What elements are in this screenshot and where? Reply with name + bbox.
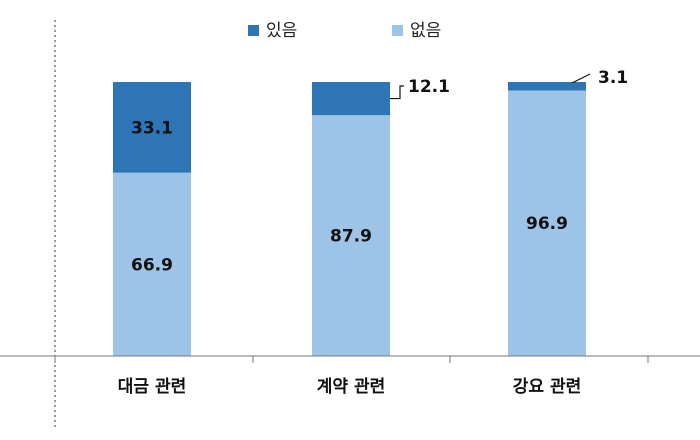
bar-segment-있음-0: [113, 82, 191, 173]
bar-segment-있음-2: [508, 82, 586, 91]
labels-layer: 66.9 33.1 대금 관련 87.9 12.1 계약 관련 96.9 3.1 강요 관련: [118, 68, 628, 397]
legend-swatch-1: [392, 25, 403, 36]
data-label-없음-2: 96.9: [526, 214, 568, 234]
data-label-없음-0: 66.9: [131, 255, 173, 275]
legend: 있음 없음: [248, 21, 441, 41]
x-tick-label-1: 계약 관련: [317, 376, 385, 397]
data-label-없음-1: 87.9: [330, 227, 372, 247]
leader-line-있음-2: [571, 73, 591, 84]
data-label-있음-1: 12.1: [408, 77, 450, 97]
x-tick-marks: [54, 356, 649, 363]
bar-segment-없음-1: [312, 115, 390, 357]
bar-segment-없음-2: [508, 90, 586, 356]
bars-layer: [113, 82, 586, 357]
legend-label-0: 있음: [266, 21, 297, 41]
x-tick-label-2: 강요 관련: [513, 377, 581, 397]
leader-line-있음-1: [390, 85, 404, 100]
data-label-있음-0: 33.1: [131, 118, 173, 138]
x-tick-label-0: 대금 관련: [118, 377, 186, 397]
legend-swatch-0: [248, 25, 259, 36]
bar-segment-없음-0: [113, 172, 191, 356]
legend-label-1: 없음: [410, 21, 441, 41]
data-label-있음-2: 3.1: [598, 68, 628, 88]
bar-segment-있음-1: [312, 82, 390, 116]
